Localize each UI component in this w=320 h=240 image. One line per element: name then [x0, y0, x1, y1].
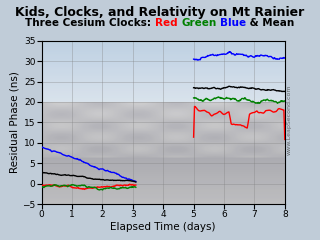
Text: Red: Red [155, 18, 178, 28]
Text: Green: Green [181, 18, 217, 28]
Text: Kids, Clocks, and Relativity on Mt Rainier: Kids, Clocks, and Relativity on Mt Raini… [15, 6, 305, 19]
Text: Blue: Blue [220, 18, 246, 28]
Text: Three Cesium Clocks:: Three Cesium Clocks: [25, 18, 155, 28]
X-axis label: Elapsed Time (days): Elapsed Time (days) [110, 222, 216, 232]
Text: & Mean: & Mean [246, 18, 295, 28]
Text: www.LeapSecond.com: www.LeapSecond.com [287, 85, 292, 155]
Y-axis label: Residual Phase (ns): Residual Phase (ns) [9, 72, 19, 173]
